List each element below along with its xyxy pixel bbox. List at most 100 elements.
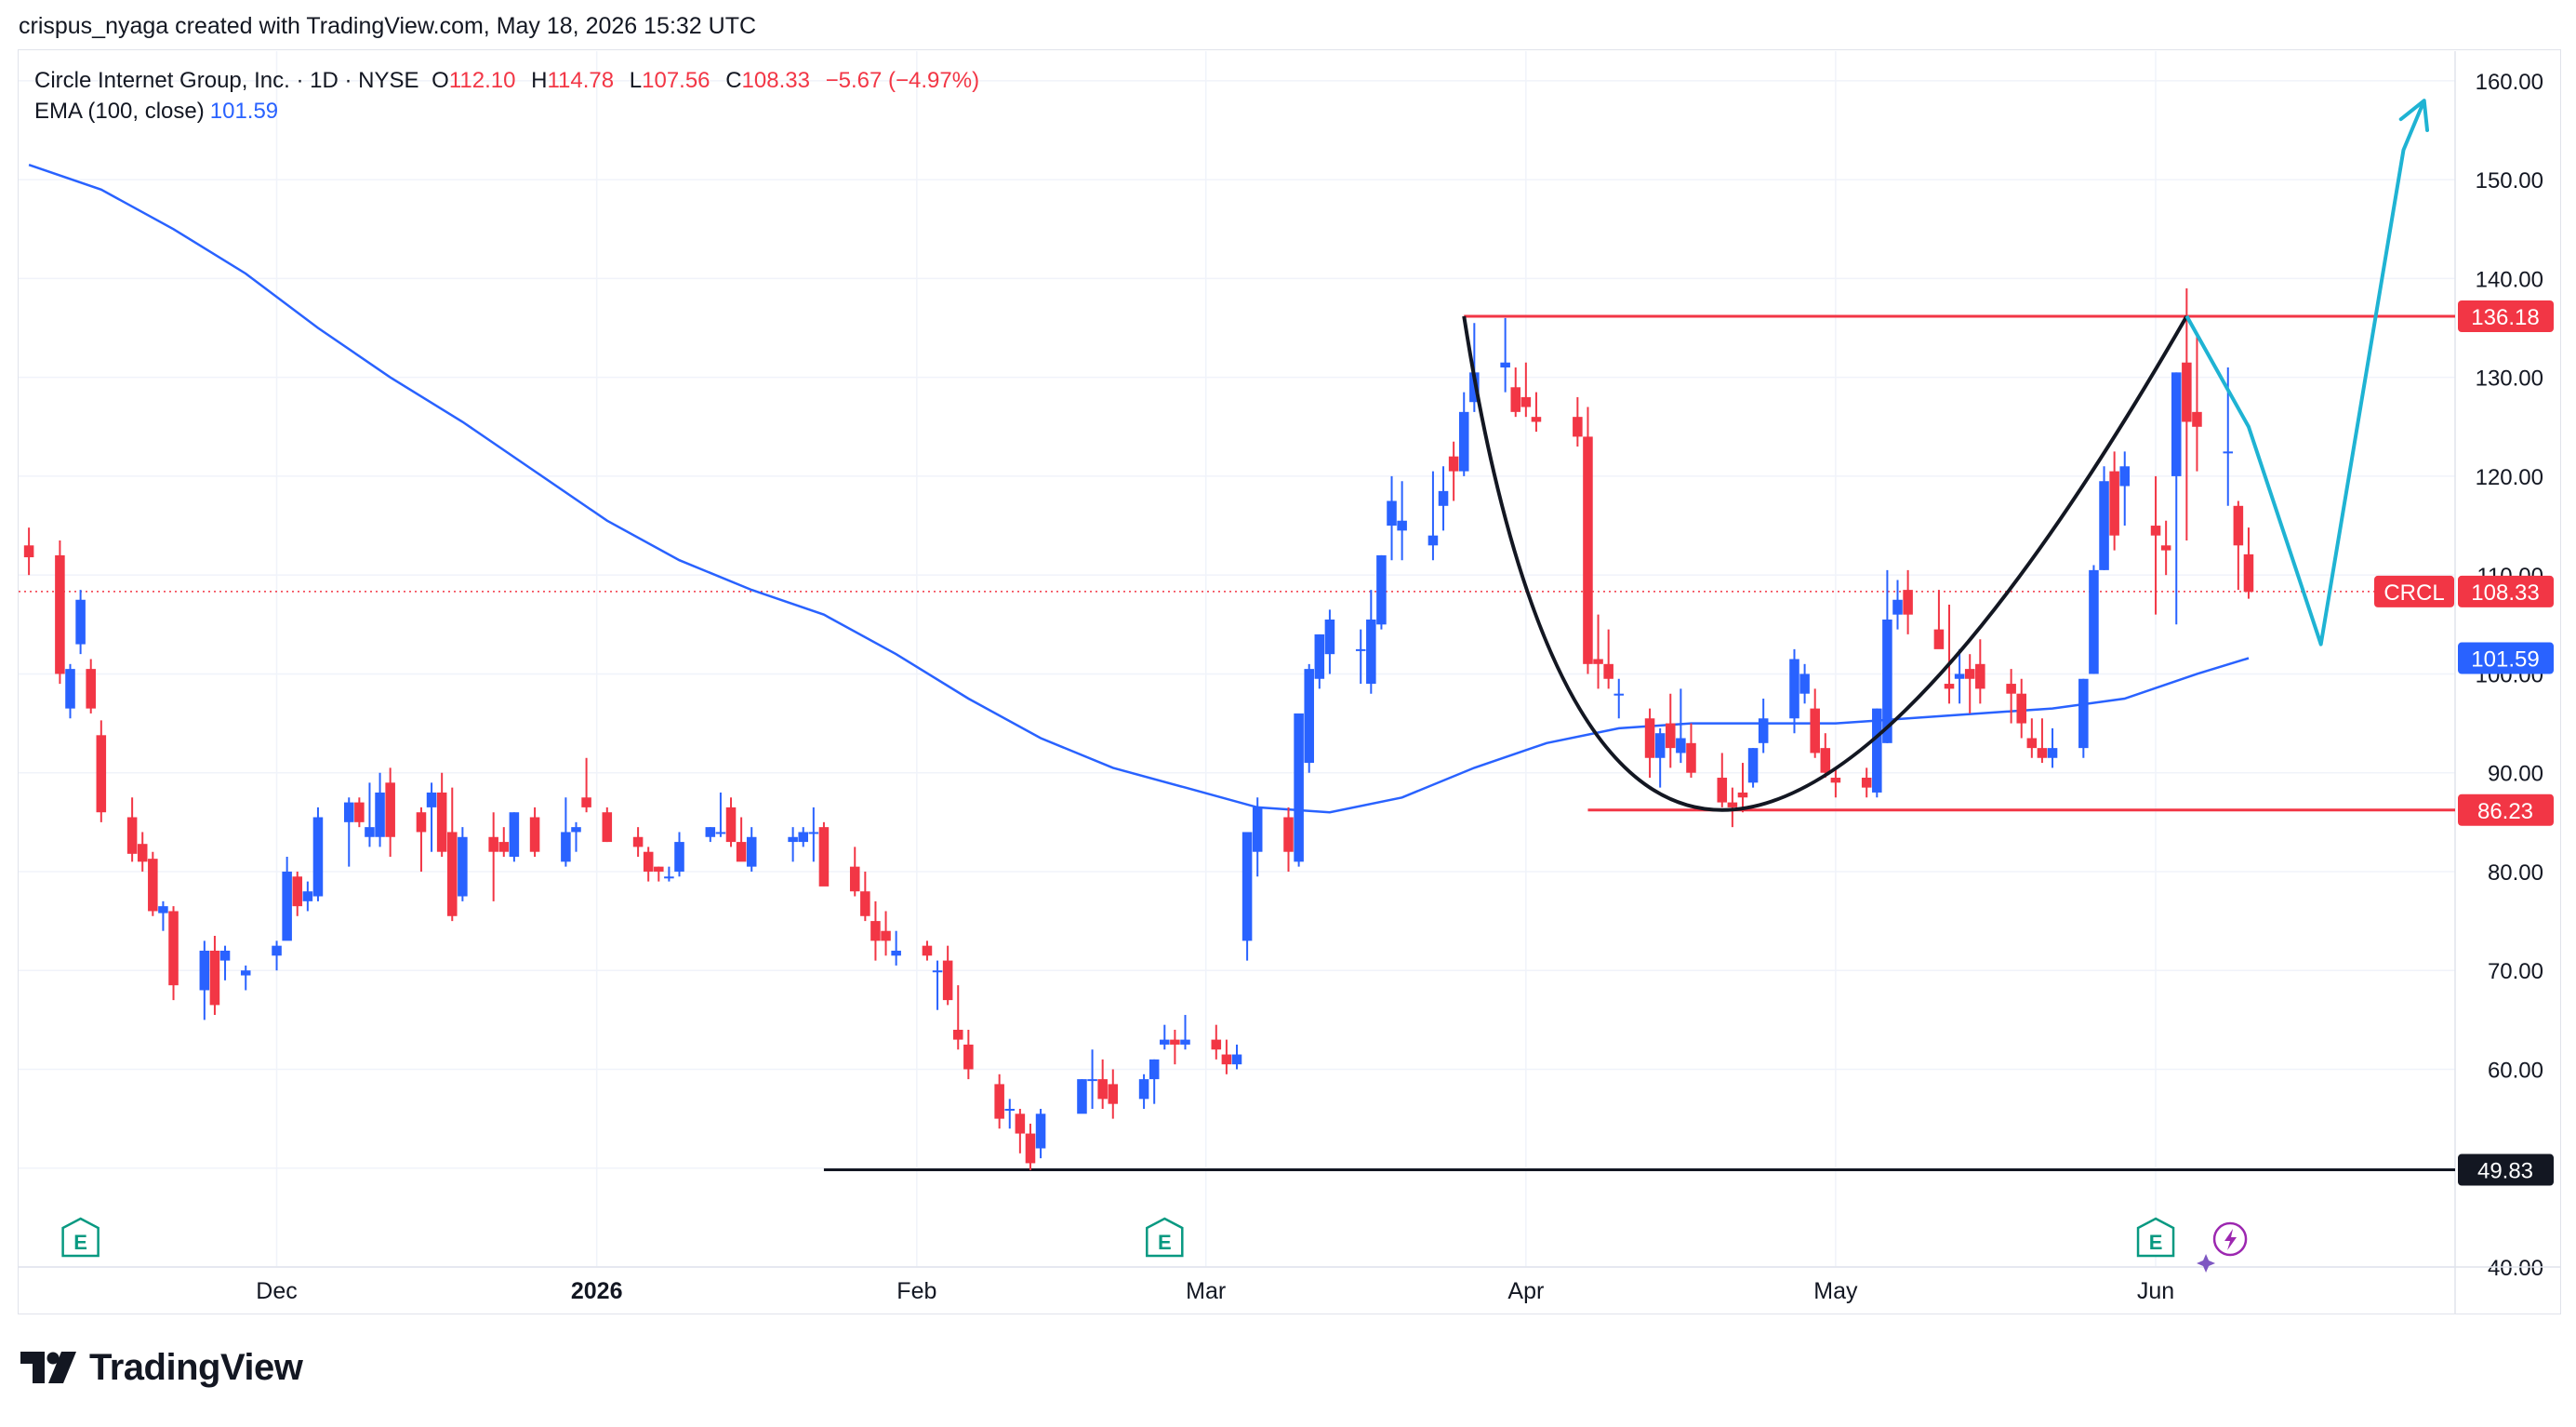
candle-body[interactable] bbox=[1944, 684, 1955, 689]
candle-body[interactable] bbox=[1138, 1079, 1149, 1100]
candle-body[interactable] bbox=[96, 735, 107, 813]
candle-body[interactable] bbox=[643, 851, 654, 872]
candle-body[interactable] bbox=[137, 844, 148, 862]
candle-body[interactable] bbox=[1686, 742, 1696, 773]
candle-body[interactable] bbox=[1211, 1039, 1222, 1050]
candle-body[interactable] bbox=[2119, 466, 2131, 487]
candle-body[interactable] bbox=[1573, 417, 1583, 437]
candle-body[interactable] bbox=[354, 802, 365, 822]
candle-body[interactable] bbox=[602, 812, 613, 843]
candle-body[interactable] bbox=[126, 817, 138, 854]
candle-body[interactable] bbox=[1892, 599, 1903, 615]
candle-body[interactable] bbox=[55, 554, 65, 674]
candle-body[interactable] bbox=[1077, 1079, 1087, 1114]
candle-body[interactable] bbox=[158, 906, 168, 914]
candle-body[interactable] bbox=[654, 866, 664, 872]
candle-body[interactable] bbox=[963, 1044, 974, 1070]
candle-body[interactable] bbox=[2109, 471, 2119, 536]
candle-body[interactable] bbox=[1830, 778, 1841, 783]
candle-body[interactable] bbox=[1933, 629, 1945, 649]
candle-body[interactable] bbox=[458, 836, 468, 897]
candle-body[interactable] bbox=[1747, 748, 1759, 783]
candle-body[interactable] bbox=[2171, 372, 2182, 476]
candle-body[interactable] bbox=[1427, 535, 1439, 546]
candle-body[interactable] bbox=[1665, 723, 1676, 749]
footer-brand[interactable]: TradingView bbox=[20, 1343, 303, 1392]
candle-body[interactable] bbox=[385, 782, 395, 837]
candle-body[interactable] bbox=[736, 842, 747, 862]
candle-body[interactable] bbox=[2233, 505, 2244, 546]
candle-body[interactable] bbox=[860, 891, 870, 916]
candle-body[interactable] bbox=[1149, 1059, 1160, 1080]
candle-body[interactable] bbox=[891, 950, 901, 956]
candle-body[interactable] bbox=[1283, 817, 1294, 852]
candle-body[interactable] bbox=[240, 970, 251, 976]
earnings-marker-icon[interactable] bbox=[1146, 1217, 1184, 1258]
candle-body[interactable] bbox=[808, 832, 819, 834]
candle-body[interactable] bbox=[870, 921, 881, 941]
candle-body[interactable] bbox=[2006, 684, 2016, 694]
candle-body[interactable] bbox=[1583, 436, 1593, 664]
candle-body[interactable] bbox=[2192, 411, 2202, 427]
candle-body[interactable] bbox=[1108, 1084, 1119, 1104]
candle-body[interactable] bbox=[994, 1084, 1004, 1119]
candle-body[interactable] bbox=[2037, 748, 2048, 758]
candle-body[interactable] bbox=[1810, 708, 1820, 754]
candle-body[interactable] bbox=[65, 669, 75, 709]
candle-body[interactable] bbox=[292, 876, 303, 907]
candle-body[interactable] bbox=[1789, 659, 1799, 719]
candle-body[interactable] bbox=[581, 797, 591, 807]
candle-body[interactable] bbox=[952, 1029, 963, 1040]
candle-body[interactable] bbox=[664, 876, 674, 879]
candle-body[interactable] bbox=[2223, 451, 2234, 454]
candle-body[interactable] bbox=[1221, 1054, 1232, 1065]
candle-body[interactable] bbox=[23, 545, 34, 558]
candle-body[interactable] bbox=[219, 950, 231, 961]
candle-body[interactable] bbox=[922, 945, 933, 956]
candle-body[interactable] bbox=[2150, 526, 2161, 536]
candle-body[interactable] bbox=[2182, 362, 2192, 422]
candle-body[interactable] bbox=[1304, 669, 1314, 764]
candle-body[interactable] bbox=[209, 950, 220, 1006]
candle-body[interactable] bbox=[632, 836, 644, 847]
candle-body[interactable] bbox=[1376, 554, 1387, 625]
candle-body[interactable] bbox=[1654, 733, 1666, 758]
candle-body[interactable] bbox=[1613, 693, 1625, 696]
candle-body[interactable] bbox=[674, 842, 684, 872]
candle-body[interactable] bbox=[168, 911, 179, 986]
candle-body[interactable] bbox=[942, 960, 953, 1001]
candle-body[interactable] bbox=[1355, 648, 1366, 651]
candle-body[interactable] bbox=[1903, 590, 1913, 615]
candle-body[interactable] bbox=[932, 970, 943, 973]
candle-body[interactable] bbox=[571, 827, 581, 833]
candle-body[interactable] bbox=[2047, 748, 2058, 758]
candle-body[interactable] bbox=[1676, 738, 1686, 754]
candle-body[interactable] bbox=[426, 792, 437, 807]
candle-body[interactable] bbox=[1438, 490, 1449, 506]
candle-body[interactable] bbox=[725, 807, 737, 843]
candle-body[interactable] bbox=[705, 827, 716, 837]
candle-body[interactable] bbox=[1458, 411, 1469, 472]
candle-body[interactable] bbox=[2099, 481, 2109, 570]
candle-body[interactable] bbox=[1324, 619, 1335, 655]
candle-body[interactable] bbox=[282, 871, 292, 941]
candle-body[interactable] bbox=[1170, 1039, 1180, 1045]
candle-body[interactable] bbox=[312, 817, 324, 897]
candle-body[interactable] bbox=[1448, 456, 1459, 472]
candle-body[interactable] bbox=[1252, 807, 1263, 852]
candle-body[interactable] bbox=[199, 950, 210, 991]
candle-body[interactable] bbox=[1294, 713, 1304, 862]
earnings-marker-icon[interactable] bbox=[2136, 1217, 2175, 1258]
candle-body[interactable] bbox=[2160, 545, 2171, 551]
candle-body[interactable] bbox=[1954, 673, 1965, 679]
candle-body[interactable] bbox=[436, 792, 447, 852]
candle-body[interactable] bbox=[715, 832, 726, 834]
candle-body[interactable] bbox=[272, 945, 282, 956]
candle-body[interactable] bbox=[1397, 520, 1407, 531]
candle-body[interactable] bbox=[1510, 387, 1521, 412]
candle-body[interactable] bbox=[1872, 708, 1882, 793]
candle-body[interactable] bbox=[1820, 748, 1831, 773]
candle-body[interactable] bbox=[365, 827, 375, 837]
candle-body[interactable] bbox=[1758, 718, 1769, 743]
candle-body[interactable] bbox=[1387, 500, 1397, 527]
